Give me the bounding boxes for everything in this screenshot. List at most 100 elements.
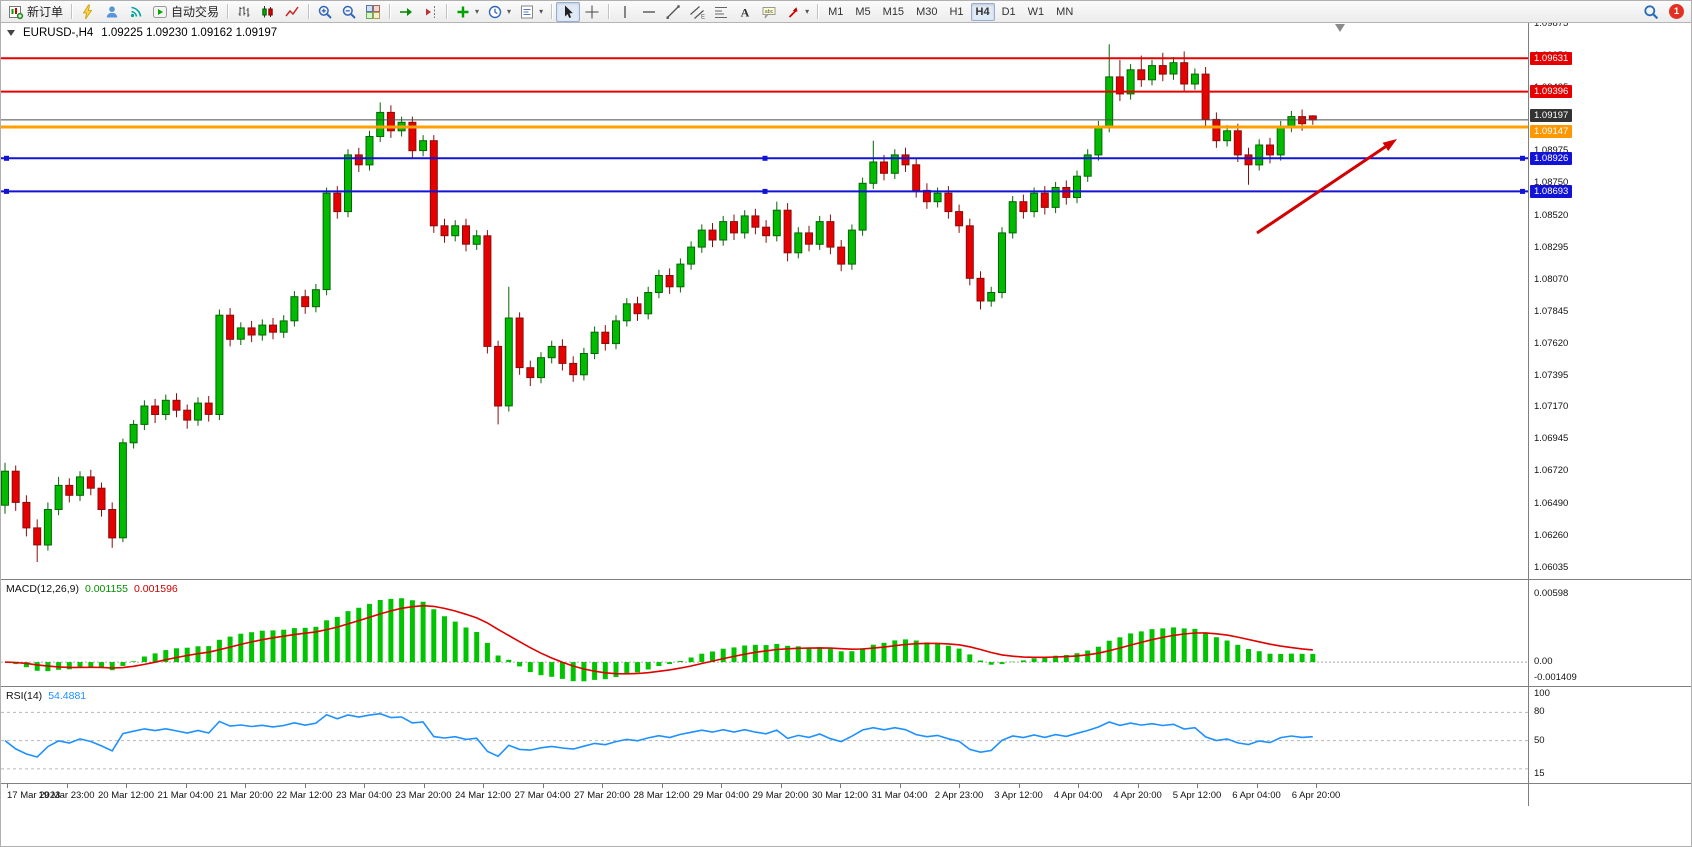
arrow-annotation[interactable] xyxy=(1256,145,1387,235)
macd-plot-area[interactable]: MACD(12,26,9) 0.001155 0.001596 xyxy=(1,580,1528,686)
market-button[interactable] xyxy=(100,2,124,22)
text-button[interactable]: A xyxy=(733,2,757,22)
hline-handle[interactable] xyxy=(4,188,9,194)
candle xyxy=(826,214,835,255)
timeframe-w1-button[interactable]: W1 xyxy=(1023,3,1050,21)
time-label: 29 Mar 20:00 xyxy=(752,790,809,801)
candle xyxy=(869,140,878,189)
timeframe-m15-button[interactable]: M15 xyxy=(878,3,909,21)
search-button[interactable] xyxy=(1639,2,1663,22)
candle xyxy=(440,218,449,243)
candle xyxy=(1287,110,1296,133)
zoom-out-button[interactable] xyxy=(337,2,361,22)
toolbar-separator xyxy=(817,4,819,19)
timeframe-d1-button[interactable]: D1 xyxy=(997,3,1021,21)
candlestick-chart[interactable] xyxy=(1,23,1528,579)
price-axis[interactable]: 1.098751.096501.094251.092001.089751.087… xyxy=(1528,23,1691,579)
time-tick xyxy=(840,784,841,788)
toolbar-separator xyxy=(71,4,73,19)
macd-axis[interactable]: 0.00598 0.00 -0.001409 xyxy=(1528,580,1691,686)
hline-handle[interactable] xyxy=(762,188,768,194)
channel-button[interactable]: E xyxy=(685,2,709,22)
expert-advisors-button[interactable] xyxy=(76,2,100,22)
time-axis[interactable]: 17 Mar 2023 19 Mar 23:00 20 Mar 12:00 21 Ma… xyxy=(1,784,1691,806)
price-plot-area[interactable]: EURUSD-,H4 1.09225 1.09230 1.09162 1.091… xyxy=(1,23,1528,579)
chart-shift-button[interactable] xyxy=(418,2,442,22)
candle xyxy=(998,227,1006,299)
market-icon xyxy=(104,4,120,20)
timeframe-h4-button[interactable]: H4 xyxy=(970,2,995,21)
hline-handle[interactable] xyxy=(762,155,768,161)
autotrading-button[interactable]: 自动交易 xyxy=(148,2,223,22)
timeframe-m30-button[interactable]: M30 xyxy=(911,3,942,21)
periods-button[interactable]: ▾ xyxy=(483,2,515,22)
rsi-panel[interactable]: RSI(14) 54.4881 100 80 50 15 xyxy=(1,687,1691,783)
rsi-axis[interactable]: 100 80 50 15 xyxy=(1528,687,1691,783)
candle xyxy=(1212,112,1221,148)
timeframe-mn-button[interactable]: MN xyxy=(1051,3,1078,21)
indicators-button[interactable]: ▾ xyxy=(451,2,483,22)
dropdown-caret-icon: ▾ xyxy=(539,6,544,16)
candle xyxy=(204,396,213,422)
candle xyxy=(644,286,653,320)
tile-windows-button[interactable] xyxy=(361,2,385,22)
time-tick xyxy=(304,784,306,788)
auto-scroll-button[interactable] xyxy=(394,2,418,22)
expert-advisors-icon xyxy=(80,4,96,20)
new-order-button[interactable]: 新订单 xyxy=(4,2,67,22)
cursor-button[interactable] xyxy=(556,1,581,22)
arrows-button[interactable]: ▾ xyxy=(781,2,813,22)
templates-button[interactable]: ▾ xyxy=(515,2,547,22)
candlestick-chart-button[interactable] xyxy=(256,2,280,22)
dropdown-caret-icon: ▾ xyxy=(475,6,480,16)
chart-title: EURUSD-,H4 1.09225 1.09230 1.09162 1.091… xyxy=(7,27,277,39)
candle xyxy=(194,397,202,426)
candle xyxy=(837,240,846,272)
candle xyxy=(612,315,620,350)
timeframe-m5-button[interactable]: M5 xyxy=(850,3,875,21)
vertical-line-button[interactable] xyxy=(613,2,637,22)
horizontal-line-button[interactable] xyxy=(637,2,661,22)
rsi-plot-area[interactable]: RSI(14) 54.4881 xyxy=(1,687,1528,783)
candle xyxy=(65,478,74,503)
zoom-in-button[interactable] xyxy=(313,2,337,22)
time-tick xyxy=(423,784,425,788)
arrows-icon xyxy=(785,4,801,20)
bar-chart-button[interactable] xyxy=(232,2,256,22)
text-label-button[interactable]: abc xyxy=(757,2,781,22)
panel-separator[interactable] xyxy=(1,579,1691,580)
price-badge: 1.08693 xyxy=(1530,184,1573,198)
crosshair-button[interactable] xyxy=(580,2,604,22)
toolbar-separator xyxy=(551,4,553,19)
price-chart-panel[interactable]: EURUSD-,H4 1.09225 1.09230 1.09162 1.091… xyxy=(1,23,1691,579)
candle xyxy=(226,308,235,347)
hline-handle[interactable] xyxy=(4,155,9,161)
panel-separator[interactable] xyxy=(1,686,1691,687)
candle xyxy=(408,116,417,158)
time-tick xyxy=(483,784,484,788)
timeframe-m1-button[interactable]: M1 xyxy=(823,3,848,21)
notification-badge[interactable]: 1 xyxy=(1669,4,1684,19)
time-axis-labels[interactable]: 17 Mar 2023 19 Mar 23:00 20 Mar 12:00 21 Ma… xyxy=(1,784,1528,806)
time-tick xyxy=(542,784,544,788)
candle xyxy=(762,220,771,243)
time-tick xyxy=(1256,784,1258,788)
rsi-label: RSI(14) 54.4881 xyxy=(6,690,86,702)
svg-text:A: A xyxy=(741,5,750,19)
collapse-arrow-icon[interactable] xyxy=(7,30,15,36)
time-tick xyxy=(1197,784,1198,788)
macd-panel[interactable]: MACD(12,26,9) 0.001155 0.001596 0.00598 0… xyxy=(1,580,1691,686)
candle xyxy=(311,284,320,313)
fibonacci-button[interactable] xyxy=(709,2,733,22)
hline-handle[interactable] xyxy=(1520,188,1525,194)
price-tick: 1.07170 xyxy=(1534,401,1569,413)
arrow-annotation-head[interactable] xyxy=(1382,139,1397,151)
macd-tick: -0.001409 xyxy=(1534,672,1577,684)
chart-shift-marker[interactable] xyxy=(1335,24,1345,32)
timeframe-h1-button[interactable]: H1 xyxy=(944,3,968,21)
signals-button[interactable] xyxy=(124,2,148,22)
trendline-button[interactable] xyxy=(661,2,685,22)
hline-handle[interactable] xyxy=(1520,155,1525,161)
line-chart-button[interactable] xyxy=(280,2,304,22)
time-label: 27 Mar 04:00 xyxy=(514,790,571,801)
